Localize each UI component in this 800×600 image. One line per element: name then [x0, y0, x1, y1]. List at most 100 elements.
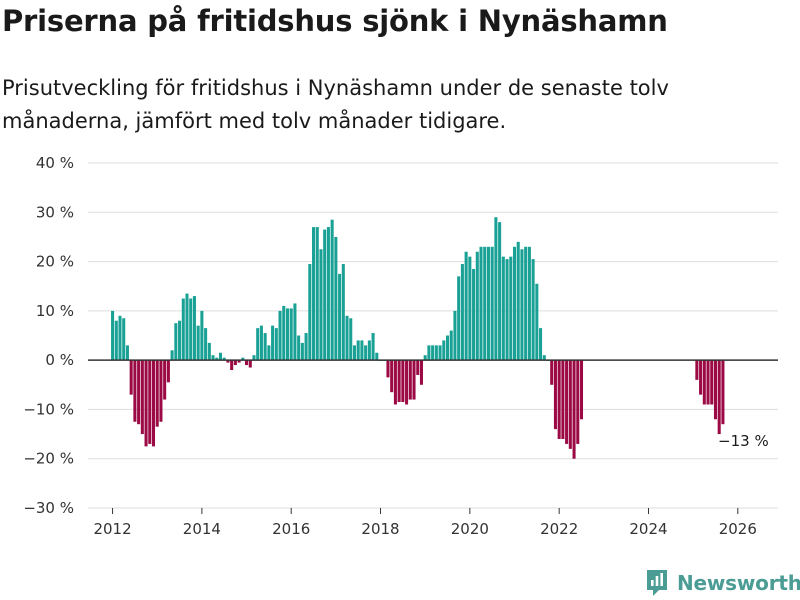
bar: [349, 318, 353, 361]
bar: [427, 345, 431, 361]
bar: [163, 360, 167, 400]
bar: [237, 360, 241, 363]
bar: [114, 320, 118, 361]
bar: [278, 310, 282, 361]
bar: [196, 325, 200, 361]
bar: [572, 360, 576, 459]
bar: [706, 360, 710, 405]
y-tick-label: 10 %: [36, 302, 74, 320]
y-tick-label: −30 %: [23, 499, 74, 517]
bar: [211, 355, 215, 361]
bar: [326, 227, 330, 361]
bar: [285, 308, 290, 361]
bar: [297, 335, 301, 361]
bar: [449, 330, 453, 361]
x-tick-label: 2014: [183, 520, 221, 538]
bar: [151, 360, 156, 447]
bar: [405, 360, 409, 405]
bar: [271, 325, 275, 361]
bar: [416, 360, 420, 375]
newsworthy-logo: Newsworthy: [645, 568, 800, 598]
bar: [442, 340, 446, 361]
bar: [323, 229, 327, 361]
bar: [423, 355, 427, 361]
bar: [535, 283, 539, 361]
bar: [267, 345, 271, 361]
bar: [241, 357, 245, 361]
bar: [111, 310, 115, 361]
bar: [174, 323, 178, 361]
bar: [431, 345, 435, 361]
bar: [222, 357, 226, 361]
y-tick-label: 20 %: [36, 253, 74, 271]
bar: [512, 246, 517, 361]
bar: [553, 360, 557, 430]
bar: [483, 246, 487, 361]
bar: [308, 264, 312, 361]
bar: [434, 345, 438, 361]
bar: [550, 360, 554, 385]
data-label: −13 %: [718, 432, 769, 450]
bar: [498, 222, 502, 361]
bar: [356, 340, 360, 361]
bar: [702, 360, 706, 405]
bar: [178, 320, 182, 361]
bar: [312, 227, 316, 361]
bar: [505, 259, 509, 361]
bar: [408, 360, 412, 400]
bar: [568, 360, 572, 449]
bar: [386, 360, 390, 378]
bar: [713, 360, 717, 420]
bar: [524, 246, 528, 361]
bar: [453, 310, 457, 361]
bar: [345, 315, 349, 361]
bar: [542, 355, 546, 361]
bar: [371, 333, 375, 361]
chart-subtitle: Prisutveckling för fritidshus i Nynäsham…: [2, 76, 669, 133]
bar: [155, 360, 159, 427]
bar: [367, 340, 371, 361]
bar: [390, 360, 394, 393]
bar: [137, 360, 141, 425]
bar: [315, 227, 319, 361]
bar: [248, 360, 252, 368]
bar: [304, 333, 308, 361]
x-tick-label: 2024: [629, 520, 667, 538]
bar: [122, 318, 126, 361]
bar: [516, 241, 520, 361]
bar: [527, 246, 531, 361]
bar: [397, 360, 401, 403]
bar: [360, 340, 364, 361]
bar: [319, 249, 323, 361]
x-tick-label: 2020: [451, 520, 489, 538]
bar: [259, 325, 263, 361]
y-tick-label: 40 %: [36, 154, 74, 172]
bar: [531, 259, 535, 361]
bar: [490, 246, 494, 361]
bar: [457, 276, 461, 361]
bar: [300, 342, 304, 361]
bar: [159, 360, 163, 422]
bar: [579, 360, 584, 420]
bar: [419, 360, 423, 385]
bar: [289, 308, 293, 361]
bar: [252, 355, 256, 361]
bar: [118, 315, 122, 361]
bar: [501, 256, 505, 361]
bar: [464, 251, 468, 361]
x-tick-label: 2022: [540, 520, 578, 538]
x-tick-label: 2026: [719, 520, 757, 538]
bar: [256, 328, 260, 361]
bar: [557, 360, 561, 439]
bar: [393, 360, 397, 405]
bar: [207, 342, 211, 361]
bar: [561, 360, 565, 439]
bar: [192, 296, 196, 361]
bar: [479, 246, 483, 361]
y-tick-label: −20 %: [23, 450, 74, 468]
bar: [144, 360, 148, 447]
x-tick-label: 2018: [361, 520, 399, 538]
bar: [200, 310, 204, 361]
bar: [293, 303, 297, 361]
y-tick-label: 0 %: [45, 351, 74, 369]
